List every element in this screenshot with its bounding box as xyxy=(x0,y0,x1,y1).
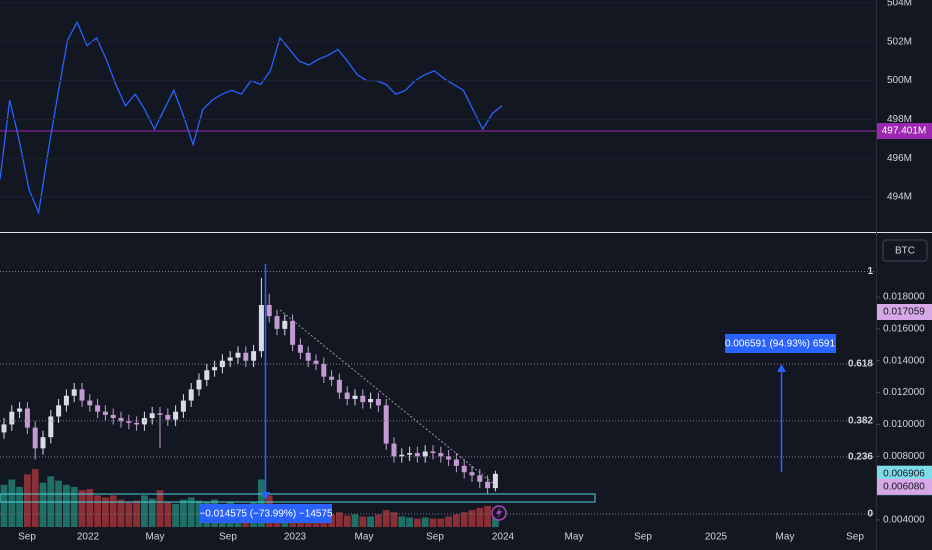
measure-label: 0.006591 (94.93%) 6591 xyxy=(725,339,836,350)
volume-bar xyxy=(172,503,179,527)
fib-level-label: 0.382 xyxy=(848,416,873,427)
y-tick-label: 494M xyxy=(887,192,912,203)
x-tick-label: May xyxy=(355,532,374,543)
measure-label: −0.014575 (−73.99%) −14575 xyxy=(199,509,333,520)
volume-bar xyxy=(78,490,86,527)
volume-bar xyxy=(125,501,133,527)
y-tick-label: 0.008000 xyxy=(883,451,925,462)
volume-bar xyxy=(164,501,172,527)
fib-level-label: 0 xyxy=(867,509,873,520)
x-tick-label: 2025 xyxy=(705,532,728,543)
volume-bar xyxy=(343,515,351,527)
volume-bar xyxy=(437,518,445,527)
volume-bar xyxy=(94,495,101,527)
x-tick-label: 2024 xyxy=(492,532,515,543)
volume-bar xyxy=(414,518,421,527)
volume-bar xyxy=(367,516,374,527)
x-tick-label: Sep xyxy=(18,532,36,543)
volume-bar xyxy=(351,514,359,527)
volume-bar xyxy=(148,498,156,527)
y-tick-label: 0.014000 xyxy=(883,355,925,366)
volume-bar xyxy=(109,495,117,527)
y-tick-label: 498M xyxy=(887,114,912,125)
y-tick-label: 0.004000 xyxy=(883,515,925,526)
volume-bar xyxy=(70,486,78,527)
volume-bar xyxy=(195,500,203,527)
x-tick-label: Sep xyxy=(846,532,864,543)
y-tick-label: 496M xyxy=(887,153,912,164)
currency-label: BTC xyxy=(895,246,915,257)
volume-bar xyxy=(24,474,31,527)
volume-bar xyxy=(16,486,23,527)
volume-bar xyxy=(180,499,187,527)
volume-bar xyxy=(398,516,406,527)
volume-bar xyxy=(453,514,460,527)
volume-bar xyxy=(484,505,491,527)
volume-bar xyxy=(102,497,109,527)
arrow-head xyxy=(261,492,270,500)
y-tick-label: 500M xyxy=(887,75,912,86)
volume-bar xyxy=(429,518,437,527)
volume-bar xyxy=(460,512,468,527)
volume-bar xyxy=(86,489,94,527)
fib-level-label: 1 xyxy=(867,266,873,277)
volume-bar xyxy=(336,512,343,527)
volume-bar xyxy=(0,484,8,527)
x-tick-label: May xyxy=(776,532,795,543)
measure-label-box xyxy=(200,504,332,523)
volume-bar xyxy=(382,510,390,527)
price-label-box xyxy=(877,304,932,321)
volume-bar xyxy=(117,499,125,527)
fib-level-label: 0.618 xyxy=(848,359,873,370)
y-tick-label: 504M xyxy=(887,0,912,9)
volume-bar xyxy=(421,517,429,527)
measure-label-box xyxy=(725,334,836,353)
price-label-box xyxy=(877,465,932,482)
volume-bar xyxy=(390,512,398,527)
volume-bar xyxy=(31,469,39,527)
volume-bar xyxy=(468,510,476,527)
volume-bar xyxy=(258,479,265,527)
lightning xyxy=(496,507,502,519)
volume-bar xyxy=(156,490,164,527)
y-tick-label: 0.012000 xyxy=(883,387,925,398)
y-tick-label: 0.018000 xyxy=(883,292,925,303)
price-label: 0.006080 xyxy=(883,482,925,493)
x-tick-label: Sep xyxy=(634,532,652,543)
price-label: 0.006906 xyxy=(883,468,925,479)
volume-bar xyxy=(445,516,452,527)
price-line-label: 497.401M xyxy=(882,126,926,137)
x-tick-label: 2022 xyxy=(77,532,100,543)
volume-bar xyxy=(359,516,367,527)
currency-button[interactable] xyxy=(882,239,928,262)
price-label-box xyxy=(877,478,932,495)
y-tick-label: 0.016000 xyxy=(883,324,925,335)
x-tick-label: May xyxy=(146,532,165,543)
x-tick-label: Sep xyxy=(219,532,237,543)
price-label: 0.017059 xyxy=(883,307,925,318)
x-tick-label: Sep xyxy=(426,532,444,543)
x-tick-label: May xyxy=(565,532,584,543)
volume-bar xyxy=(476,508,484,527)
x-tick-label: 2023 xyxy=(284,532,307,543)
fib-level-label: 0.236 xyxy=(848,452,873,463)
y-tick-label: 502M xyxy=(887,36,912,47)
range-box xyxy=(0,493,596,503)
volume-bar xyxy=(55,480,62,527)
y-tick-label: 0.010000 xyxy=(883,419,925,430)
volume-bar xyxy=(406,517,413,527)
volume-bar xyxy=(133,500,140,527)
volume-bar xyxy=(63,484,70,527)
volume-bar xyxy=(187,497,195,527)
volume-bar xyxy=(39,482,47,527)
price-line-box xyxy=(877,123,932,140)
arrow-head xyxy=(777,364,786,372)
volume-bar xyxy=(8,479,16,527)
volume-bar xyxy=(375,514,382,527)
volume-bar xyxy=(141,495,148,527)
